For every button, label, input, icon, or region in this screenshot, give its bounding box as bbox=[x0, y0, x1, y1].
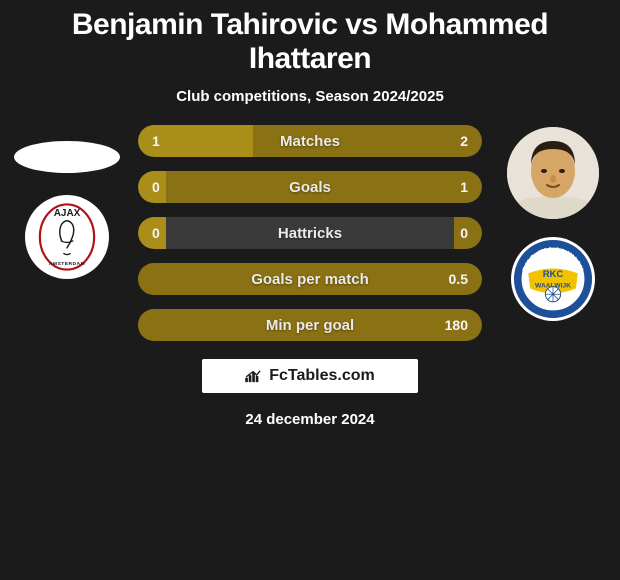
svg-text:AJAX: AJAX bbox=[54, 208, 81, 219]
stat-row: 12Matches bbox=[138, 125, 482, 157]
date-label: 24 december 2024 bbox=[0, 393, 620, 428]
stat-label: Matches bbox=[138, 125, 482, 157]
rkc-crest-icon: RKC WAALWIJK RKC WAALWIJK RKC WAALWIJK bbox=[513, 239, 593, 319]
player-right-avatar bbox=[507, 127, 599, 219]
stat-label: Goals per match bbox=[138, 263, 482, 295]
stat-row: 180Min per goal bbox=[138, 309, 482, 341]
player-left-avatar bbox=[14, 141, 120, 173]
player-right-column: RKC WAALWIJK RKC WAALWIJK RKC WAALWIJK bbox=[494, 123, 612, 321]
club-right-crest: RKC WAALWIJK RKC WAALWIJK RKC WAALWIJK bbox=[511, 237, 595, 321]
page-subtitle: Club competitions, Season 2024/2025 bbox=[0, 82, 620, 123]
stat-label: Goals bbox=[138, 171, 482, 203]
stat-label: Min per goal bbox=[138, 309, 482, 341]
chart-icon bbox=[245, 369, 263, 383]
stats-bars: 12Matches 01Goals 00Hattricks 0.5Goals per … bbox=[138, 123, 482, 341]
ajax-crest-icon: AJAX AMSTERDAM bbox=[29, 199, 105, 275]
comparison-row: AJAX AMSTERDAM 12Matches 01Goals 00Hattric… bbox=[0, 123, 620, 341]
club-left-crest: AJAX AMSTERDAM bbox=[25, 195, 109, 279]
svg-text:AMSTERDAM: AMSTERDAM bbox=[49, 261, 85, 267]
brand-label: FcTables.com bbox=[269, 367, 375, 385]
stat-label: Hattricks bbox=[138, 217, 482, 249]
player-left-column: AJAX AMSTERDAM bbox=[8, 123, 126, 279]
player-right-face-icon bbox=[507, 127, 599, 219]
stat-row: 00Hattricks bbox=[138, 217, 482, 249]
svg-text:RKC: RKC bbox=[543, 269, 564, 280]
stat-row: 0.5Goals per match bbox=[138, 263, 482, 295]
brand-badge: FcTables.com bbox=[202, 359, 418, 393]
stat-row: 01Goals bbox=[138, 171, 482, 203]
page-title: Benjamin Tahirovic vs Mohammed Ihattaren bbox=[0, 0, 620, 82]
